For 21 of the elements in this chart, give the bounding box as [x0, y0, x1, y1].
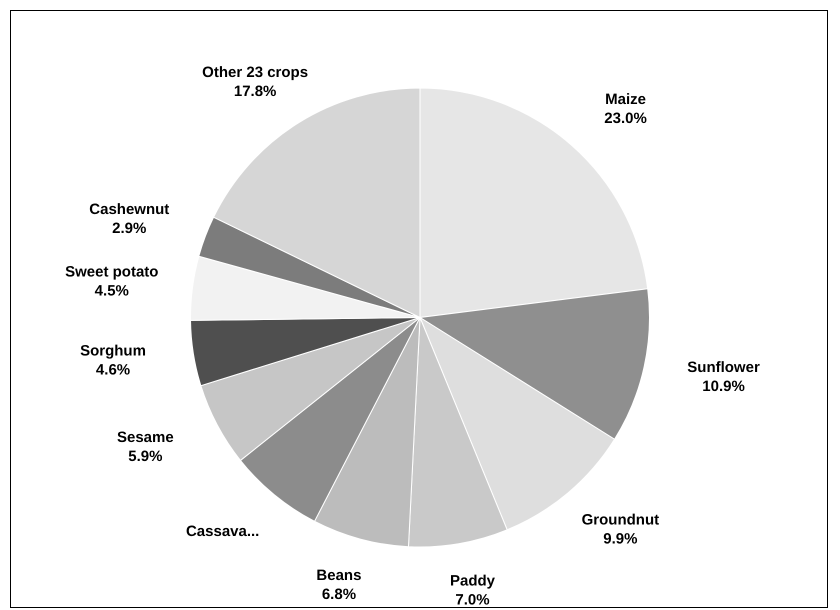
data-label: 4.6%	[96, 362, 130, 379]
data-label: 5.9%	[128, 448, 162, 465]
data-label: 2.9%	[112, 220, 146, 238]
data-label: 9.9%	[603, 530, 638, 548]
slice-label: Sesame	[116, 428, 174, 446]
slice-label: Paddy	[450, 572, 496, 590]
slice-label: Cassava...	[186, 523, 260, 540]
data-label: 6.8%	[322, 586, 356, 604]
data-label: 10.9%	[702, 378, 745, 395]
slice-label: Beans	[316, 567, 362, 584]
slice-label: Maize	[605, 90, 646, 108]
slice-label: Groundnut	[582, 511, 660, 528]
slice-label: Cashewnut	[89, 201, 170, 218]
data-label: 4.5%	[94, 282, 129, 300]
slice-label: Sweet potato	[65, 263, 158, 280]
data-label: 23.0%	[604, 110, 647, 127]
slice-label: Sunflower	[687, 358, 760, 376]
data-label: 7.0%	[455, 592, 490, 609]
slice-label: Sorghum	[80, 342, 146, 360]
slice-label: Other 23 crops	[202, 64, 308, 81]
data-label: 17.8%	[234, 82, 276, 100]
